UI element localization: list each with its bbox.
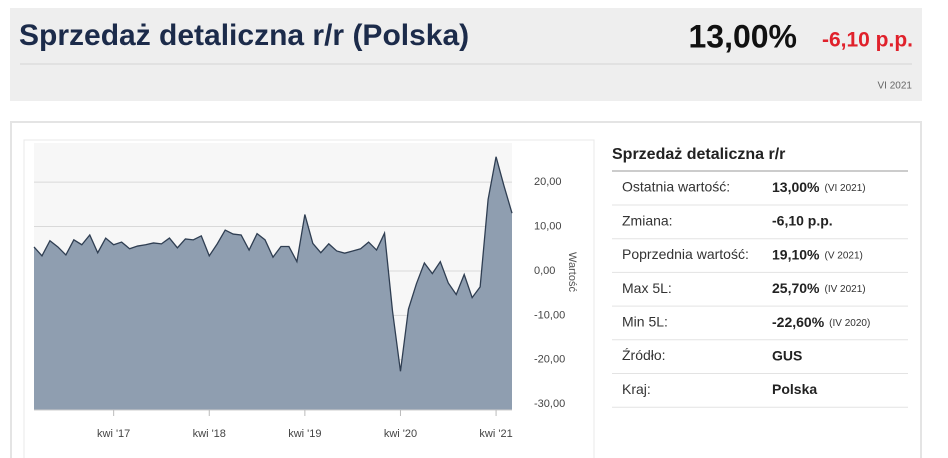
chart: 20,00 10,00 0,00 -10,00 -20,00 -30,00 kwi '17 k… [33,156,565,440]
row-label: Kraj: [622,381,651,397]
area [34,156,512,410]
row-value-main: Polska [772,381,817,397]
row-value-main: GUS [772,347,802,363]
row-label: Min 5L: [622,314,668,330]
row-value-main: 13,00% [772,179,820,195]
row-label: Poprzednia wartość: [622,246,749,262]
row-value-main: 19,10% [772,246,820,262]
row-value-main: -6,10 p.p. [772,212,833,228]
y-tick-label: -20,00 [534,354,565,366]
line [33,156,513,372]
y-tick-label: 10,00 [534,220,562,232]
row-note: (IV 2021) [824,284,865,295]
header-date: VI 2021 [878,81,913,92]
header-change: -6,10 p.p. [822,29,913,52]
row-value: 19,10% (V 2021) [772,246,863,262]
header-value: 13,00% [688,18,797,54]
x-tick-label: kwi '17 [97,428,130,440]
row-note: (VI 2021) [824,183,865,194]
x-tick-label: kwi '20 [384,428,417,440]
page-title: Sprzedaż detaliczna r/r (Polska) [19,19,469,52]
row-value: -22,60% (IV 2020) [772,314,870,330]
row-label: Zmiana: [622,212,673,228]
row-note: (IV 2020) [829,317,870,328]
row-value: GUS [772,347,802,363]
row-label: Źródło: [622,347,666,363]
y-tick-label: 0,00 [534,265,555,277]
row-label: Max 5L: [622,280,672,296]
row-label: Ostatnia wartość: [622,179,730,195]
y-tick-label: -30,00 [534,398,565,410]
info-table: Ostatnia wartość: 13,00% (VI 2021) Zmiana: -… [612,179,908,408]
row-value: -6,10 p.p. [772,212,833,228]
y-tick-label: -10,00 [534,309,565,321]
row-value: 13,00% (VI 2021) [772,179,866,195]
y-axis-title: Wartość [566,252,578,292]
row-value: Polska [772,381,817,397]
row-value: 25,70% (IV 2021) [772,280,866,296]
x-tick-label: kwi '18 [193,428,226,440]
table-title: Sprzedaż detaliczna r/r [612,146,785,163]
row-value-main: 25,70% [772,280,820,296]
header-box [10,8,922,101]
x-tick-label: kwi '19 [288,428,321,440]
row-note: (V 2021) [824,250,862,261]
row-value-main: -22,60% [772,314,825,330]
y-tick-label: 20,00 [534,176,562,188]
x-tick-label: kwi '21 [479,428,512,440]
